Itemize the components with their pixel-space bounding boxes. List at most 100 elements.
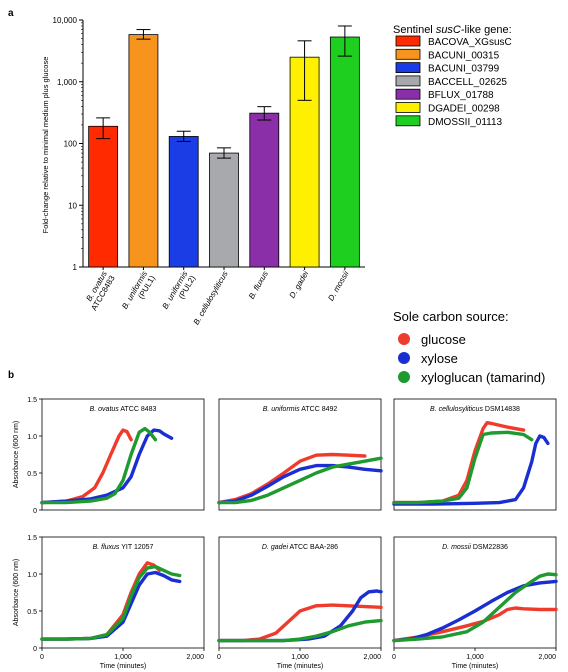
x-tick-label: B. fluxus bbox=[247, 270, 270, 301]
b-y-tick-label: 1.0 bbox=[27, 434, 37, 441]
b-x-tick-label: 1,000 bbox=[466, 654, 484, 661]
subplot: B. ovatus ATCC 8483 0 0.5 1.0 1.5 Absorbance … bbox=[13, 397, 205, 515]
subplot: D. gadei ATCC BAA-286 0 1,000 2,000 Time (mi… bbox=[217, 536, 383, 670]
b-ylabel: Absorbance (600 nm) bbox=[13, 421, 20, 488]
legend-a-title: Sentinel susC-like gene: bbox=[393, 24, 512, 36]
legend-swatch bbox=[395, 75, 421, 87]
x-tick-label-name: B. fluxus bbox=[247, 270, 270, 301]
x-tick-label: D. gadei bbox=[288, 269, 311, 299]
legend-label: glucose bbox=[421, 332, 466, 347]
b-x-tick-label: 0 bbox=[392, 654, 396, 661]
legend-swatch bbox=[395, 88, 421, 100]
x-tick-label: D. mossii bbox=[326, 269, 350, 302]
a-y-tick-label: 100 bbox=[64, 140, 78, 149]
panel-a-ylabel: Fold-change relative to minimal medium p… bbox=[41, 57, 50, 234]
a-y-tick-label: 10 bbox=[68, 201, 77, 210]
subplot: B. fluxus YIT 12057 0 0.5 1.0 1.5 Absorbance … bbox=[13, 535, 205, 670]
panel-a-y-ticks: 1 10 100 1,000 10,000 bbox=[53, 16, 83, 272]
b-ylabel: Absorbance (600 nm) bbox=[13, 559, 20, 626]
a-y-tick-label: 1,000 bbox=[57, 78, 78, 87]
subplot-title-species: D. mossii bbox=[442, 544, 471, 551]
curve-glucose bbox=[392, 606, 558, 643]
panel-a-label: a bbox=[8, 8, 14, 19]
curve-glucose bbox=[217, 452, 367, 505]
curve-xyloglucan bbox=[40, 564, 182, 641]
b-xlabel: Time (minutes) bbox=[277, 663, 323, 670]
b-y-tick-label: 0.5 bbox=[27, 609, 37, 616]
subplot-title-strain: YIT 12057 bbox=[119, 544, 153, 551]
b-x-tick-label: 2,000 bbox=[538, 654, 556, 661]
b-y-tick-label: 1.5 bbox=[27, 397, 37, 404]
b-x-tick-label: 1,000 bbox=[114, 654, 132, 661]
subplot-frame bbox=[393, 536, 557, 649]
b-x-tick-label: 2,000 bbox=[363, 654, 381, 661]
legend-b-title: Sole carbon source: bbox=[393, 309, 509, 324]
curve-xyloglucan bbox=[392, 430, 534, 505]
x-tick-label: B. cellulosyliticus bbox=[192, 270, 230, 327]
b-y-tick-label: 0 bbox=[33, 508, 37, 515]
b-y-tick-label: 0.5 bbox=[27, 471, 37, 478]
x-tick-label: B. uniformis(PUL2) bbox=[161, 270, 198, 311]
b-y-tick-label: 1.5 bbox=[27, 535, 37, 542]
b-x-tick-label: 0 bbox=[217, 654, 221, 661]
legend-swatch bbox=[395, 102, 421, 113]
b-x-tick-label: 1,000 bbox=[291, 654, 309, 661]
a-y-tick-label: 1 bbox=[73, 263, 78, 272]
curve-xylose bbox=[217, 589, 383, 643]
legend-label: xyloglucan (tamarind) bbox=[421, 370, 545, 385]
bar-bacuni_00315 bbox=[128, 34, 159, 268]
subplot: B. cellulosyliticus DSM14838 bbox=[392, 398, 557, 511]
subplot-title-species: B. cellulosyliticus bbox=[430, 406, 483, 413]
subplot: B. uniformis ATCC 8492 bbox=[217, 398, 383, 511]
subplot-frame bbox=[41, 398, 205, 511]
panel-a-bars bbox=[88, 25, 360, 268]
bar-bacova_xgsusc bbox=[88, 125, 119, 268]
curve-xyloglucan bbox=[217, 456, 383, 505]
subplot-title-strain: ATCC 8492 bbox=[300, 406, 338, 413]
a-y-tick-label: 10,000 bbox=[53, 16, 78, 25]
subplot-title-species: B. uniformis bbox=[263, 406, 300, 413]
curve-xyloglucan bbox=[217, 618, 383, 643]
panel-b-plots: B. ovatus ATCC 8483 0 0.5 1.0 1.5 Absorbance … bbox=[13, 397, 558, 670]
subplot-frame bbox=[218, 398, 382, 511]
legend-dot bbox=[398, 352, 410, 364]
legend-dot bbox=[398, 371, 410, 383]
legend-dot bbox=[398, 333, 410, 345]
panel-b-legend: glucose xylose xyloglucan (tamarind) bbox=[398, 332, 545, 385]
legend-label: DGADEI_00298 bbox=[428, 104, 500, 115]
subplot-title: B. cellulosyliticus DSM14838 bbox=[430, 406, 520, 413]
legend-swatch bbox=[395, 62, 421, 73]
curve-xylose bbox=[392, 434, 550, 506]
x-tick-label-name: D. mossii bbox=[326, 269, 350, 302]
curve-xylose bbox=[217, 463, 383, 505]
subplot-title: B. ovatus ATCC 8483 bbox=[90, 406, 157, 413]
legend-swatch bbox=[395, 35, 421, 47]
subplot-title: B. fluxus YIT 12057 bbox=[93, 544, 154, 551]
subplot-title: B. uniformis ATCC 8492 bbox=[263, 406, 338, 413]
legend-label: DMOSSII_01113 bbox=[428, 117, 503, 128]
bar-baccell_02625 bbox=[209, 152, 239, 268]
subplot-title-strain: DSM22836 bbox=[471, 544, 508, 551]
panel-a-legend: BACOVA_XGsusC BACUNI_00315 BACUNI_03799 BAC… bbox=[395, 35, 512, 128]
b-xlabel: Time (minutes) bbox=[452, 663, 498, 670]
panel-b-label: b bbox=[8, 370, 14, 381]
subplot-frame bbox=[41, 536, 205, 649]
subplot-frame bbox=[393, 398, 557, 511]
subplot-title-strain: DSM14838 bbox=[483, 406, 520, 413]
b-x-tick-label: 2,000 bbox=[186, 654, 204, 661]
curve-glucose bbox=[392, 421, 526, 505]
curve-xyloglucan bbox=[392, 572, 558, 643]
curve-xyloglucan bbox=[40, 426, 158, 505]
subplot-title: D. gadei ATCC BAA-286 bbox=[262, 544, 338, 551]
subplot-title: D. mossii DSM22836 bbox=[442, 544, 508, 551]
subplot: D. mossii DSM22836 0 1,000 2,000 Time (minut… bbox=[392, 536, 558, 670]
b-xlabel: Time (minutes) bbox=[100, 663, 146, 670]
curve-xylose bbox=[392, 579, 558, 643]
b-x-tick-label: 0 bbox=[40, 654, 44, 661]
bar-bacuni_03799 bbox=[168, 136, 199, 268]
b-y-tick-label: 1.0 bbox=[27, 572, 37, 579]
subplot-frame bbox=[218, 536, 382, 649]
